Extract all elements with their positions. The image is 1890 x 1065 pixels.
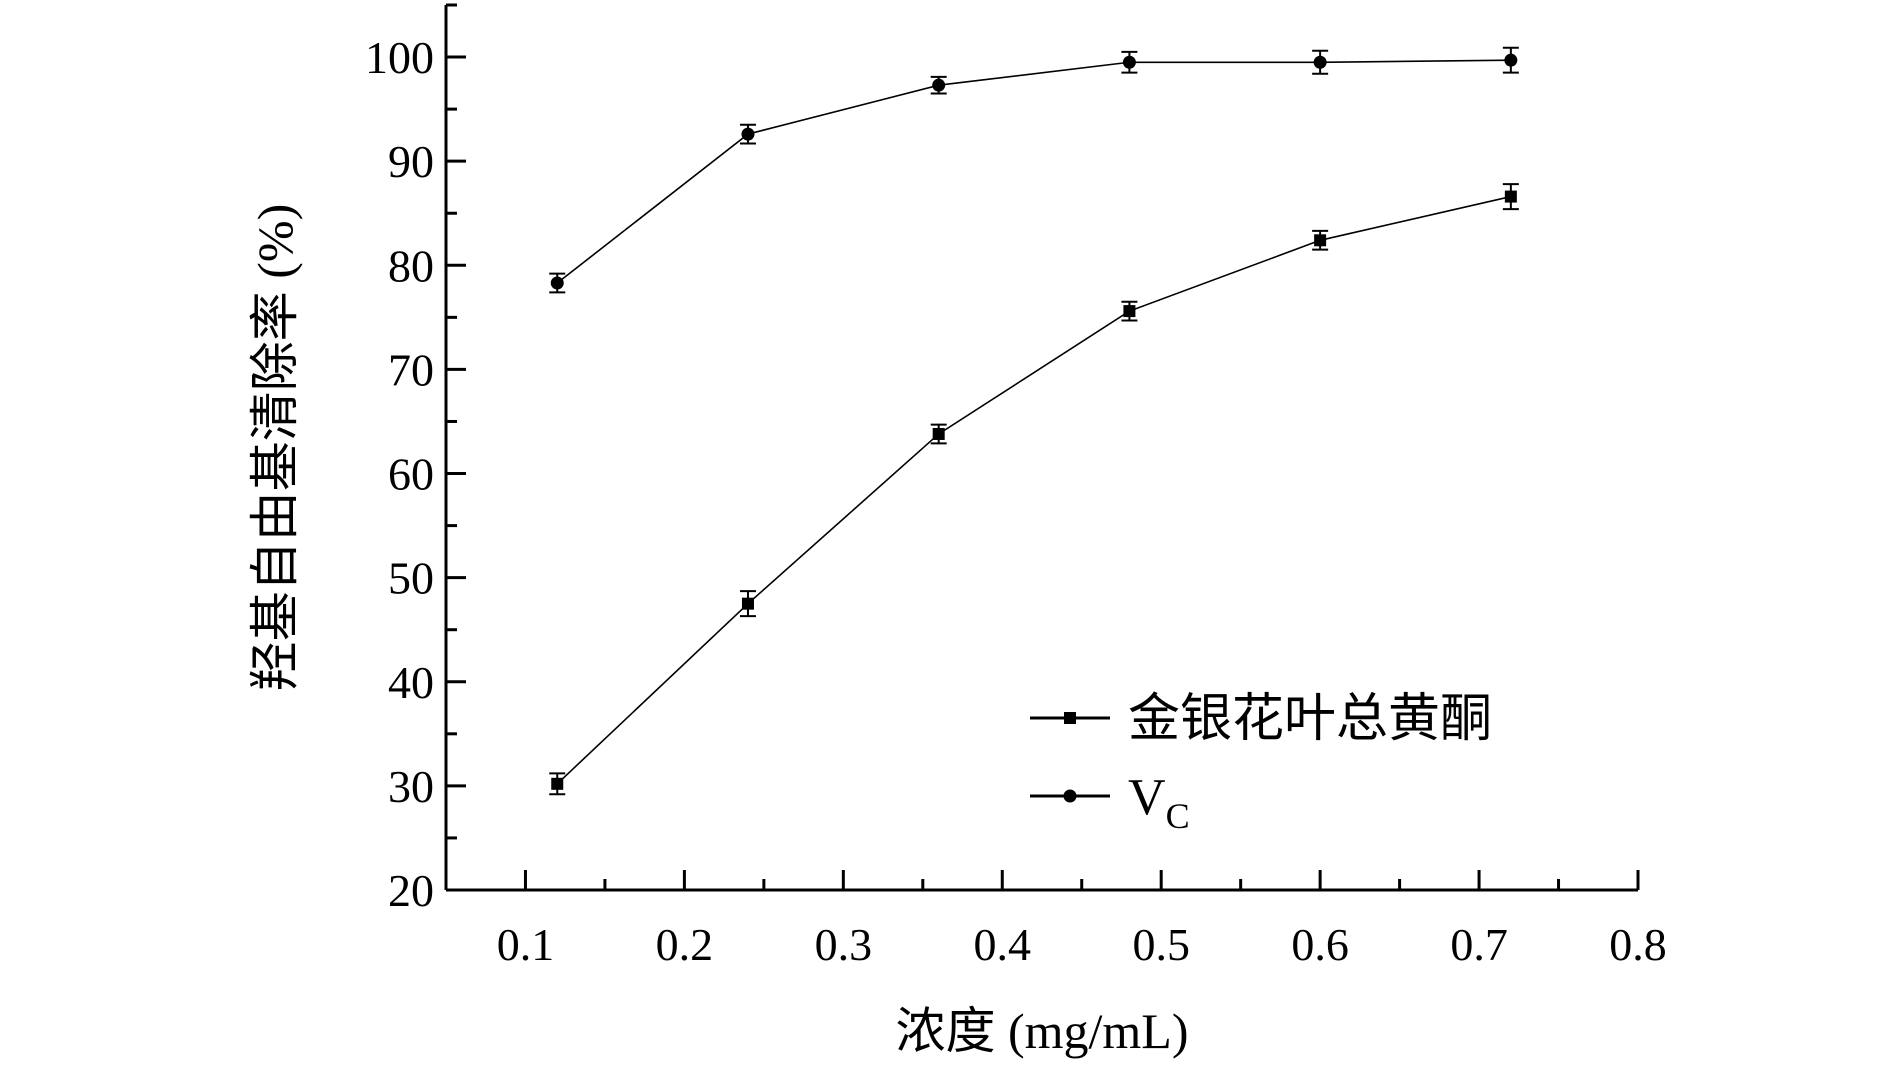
y-tick-label: 80 xyxy=(388,240,434,291)
x-tick-label: 0.3 xyxy=(815,919,873,970)
y-tick-label: 40 xyxy=(388,657,434,708)
y-tick-label: 100 xyxy=(365,32,434,83)
y-tick-label: 30 xyxy=(388,761,434,812)
x-tick-label: 0.4 xyxy=(974,919,1032,970)
series-line-2 xyxy=(556,59,1511,284)
x-axis-title: 浓度 (mg/mL) xyxy=(895,1003,1188,1059)
series-line-1 xyxy=(556,195,1512,785)
legend-marker-circle xyxy=(1063,789,1077,803)
plot-area xyxy=(549,46,1519,796)
data-point-circle xyxy=(1504,53,1518,67)
data-point-circle xyxy=(932,78,946,92)
y-tick-label: 20 xyxy=(388,865,434,916)
legend-label-series-2-subscript: C xyxy=(1166,796,1190,836)
y-tick-label: 70 xyxy=(388,344,434,395)
y-axis-title: 羟基自由基清除率 (%) xyxy=(247,204,303,691)
legend: 金银花叶总黄酮 VC xyxy=(1030,691,1492,836)
legend-label-series-2: VC xyxy=(1128,769,1190,836)
data-point-circle xyxy=(741,127,755,141)
data-point-circle xyxy=(550,276,564,290)
data-point-square xyxy=(1504,190,1517,203)
data-point-square xyxy=(1123,305,1136,318)
y-tick-label: 60 xyxy=(388,449,434,500)
data-point-square xyxy=(1314,234,1327,247)
x-tick-label: 0.6 xyxy=(1291,919,1349,970)
legend-label-series-2-main: V xyxy=(1128,769,1166,826)
x-tick-label: 0.1 xyxy=(497,919,555,970)
data-point-square xyxy=(741,597,754,610)
data-point-square xyxy=(932,427,945,440)
y-axis-ticks: 20 30 40 50 60 70 80 90 100 xyxy=(365,3,466,916)
x-tick-label: 0.8 xyxy=(1609,919,1667,970)
data-point-square xyxy=(551,777,564,790)
data-point-circle xyxy=(1313,55,1327,69)
y-tick-label: 50 xyxy=(388,553,434,604)
data-point-circle xyxy=(1122,55,1136,69)
x-tick-label: 0.2 xyxy=(656,919,714,970)
legend-marker-square xyxy=(1064,712,1076,724)
legend-label-series-1: 金银花叶总黄酮 xyxy=(1128,691,1492,748)
axes xyxy=(444,5,1638,892)
x-tick-label: 0.7 xyxy=(1450,919,1508,970)
x-tick-label: 0.5 xyxy=(1132,919,1190,970)
x-axis-ticks: 0.1 0.2 0.3 0.4 0.5 0.6 0.7 0.8 xyxy=(497,870,1667,970)
y-tick-label: 90 xyxy=(388,136,434,187)
